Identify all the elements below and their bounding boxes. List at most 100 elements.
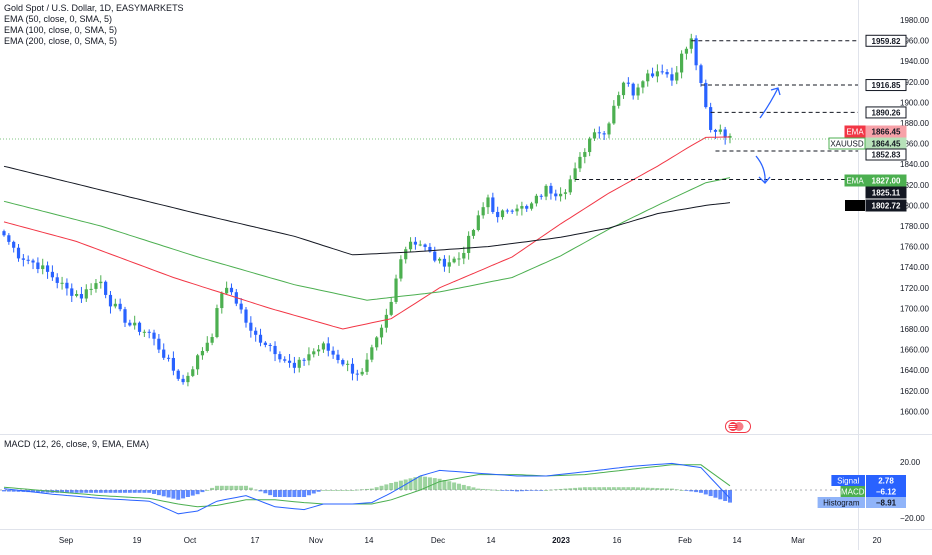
histogram-bar [195,490,200,495]
time-tick-label: Feb [678,536,692,545]
histogram-bar [582,487,587,490]
ema50-legend[interactable]: EMA (50, close, 0, SMA, 5) [4,14,113,24]
candle-body [704,82,708,108]
time-tick-label: 20 [873,536,882,545]
histogram-bar [127,490,132,493]
ema-100-line [3,177,731,301]
events-flag-icon[interactable] [725,420,751,433]
histogram-bar [631,487,636,490]
candle-body [41,265,45,270]
candle-body [45,265,50,272]
histogram-bar [64,490,69,493]
histogram-bar [703,490,708,495]
histogram-bar [515,490,520,492]
macd-value-tag[interactable]: MACD −6.12 [840,486,906,497]
candle-body [210,337,214,343]
histogram-bar [486,489,490,491]
candle-body [525,206,529,209]
candle-body [597,132,601,134]
histogram-bar [287,490,292,497]
macd-tag-value: −8.91 [876,499,897,508]
histogram-bar [84,490,89,493]
candle-body [650,73,655,77]
price-tag-value: 1827.00 [872,177,901,186]
candle-body [254,330,258,335]
candle-body [563,192,568,194]
price-tick-label: 1840.00 [900,160,929,169]
histogram-bar [587,487,592,490]
ema100-legend[interactable]: EMA (100, close, 0, SMA, 5) [4,25,118,35]
macd-tag-label-box [831,475,865,486]
histogram-bar [297,490,302,497]
histogram-bar [519,490,524,492]
candle-body [365,359,369,372]
price-tag[interactable]: 1916.85 [865,79,907,92]
price-tick-label: 1940.00 [900,57,929,66]
price-tick-label: 1660.00 [900,346,929,355]
candle-body [379,327,384,338]
histogram-bar [636,487,641,490]
symbol-title[interactable]: Gold Spot / U.S. Dollar, 1D, EASYMARKETS [4,3,184,13]
candle-body [341,360,345,365]
macd-value-tag[interactable]: Signal 2.78 [831,475,906,486]
histogram-bar [423,476,428,490]
ema200-legend[interactable]: EMA (200, close, 0, SMA, 5) [4,36,118,46]
histogram-bar [442,480,447,490]
price-tag-box [865,199,907,212]
candle-body [505,210,509,212]
candle-body [452,258,456,263]
price-tag-value: 1959.82 [872,37,901,46]
price-tag[interactable]: EMA 1866.45 [844,125,907,138]
candle-body [346,363,350,365]
price-tag[interactable]: 1959.82 [865,34,907,47]
histogram-bar [500,490,505,491]
price-tag[interactable]: 1852.83 [865,148,907,161]
candle-body [394,278,398,302]
macd-tag-label: Histogram [823,499,860,508]
candle-body [496,211,500,218]
histogram-bar [597,487,602,490]
time-tick-label: 17 [251,536,260,545]
candle-body [273,345,277,355]
histogram-bar [239,485,244,490]
price-tag[interactable]: 1890.26 [865,106,907,119]
histogram-bar [273,490,278,497]
macd-tag-label: Signal [837,477,859,486]
candle-body [162,349,166,358]
price-tag[interactable]: 1825.11 [865,186,907,199]
down-arrow-icon [758,176,771,184]
histogram-bar [577,487,582,490]
macd-value-tag[interactable]: Histogram −8.91 [817,497,906,508]
price-tag-label-box [844,174,866,187]
up-arrow-curve [759,87,779,119]
candle-body [544,185,548,197]
macd-legend[interactable]: MACD (12, 26, close, 9, EMA, EMA) [4,439,150,449]
histogram-bar [374,487,379,490]
candle-body [699,65,703,83]
candle-body [229,287,234,293]
candle-body [16,247,21,259]
histogram-bar [137,490,142,493]
histogram-bar [190,490,195,496]
histogram-bar [335,490,340,491]
candle-body [447,262,451,267]
price-tick-label: 1680.00 [900,325,929,334]
histogram-bar [340,490,345,491]
candle-body [113,303,117,307]
histogram-bar [31,490,36,493]
candle-body [137,322,142,332]
price-tag[interactable]: EMA 1802.72 [845,199,907,212]
up-arrow-icon [770,87,781,96]
price-tag[interactable]: XAUUSD 1864.45 [828,137,907,150]
histogram-bar [93,490,98,493]
histogram-bar [248,487,253,490]
histogram-bar [302,490,307,497]
candle-body [12,241,16,248]
candle-body [389,301,393,315]
candle-body [491,197,495,212]
candle-body [515,208,519,212]
price-tag[interactable]: EMA 1827.00 [844,174,907,187]
candle-body [7,235,11,242]
histogram-bar [331,490,336,491]
